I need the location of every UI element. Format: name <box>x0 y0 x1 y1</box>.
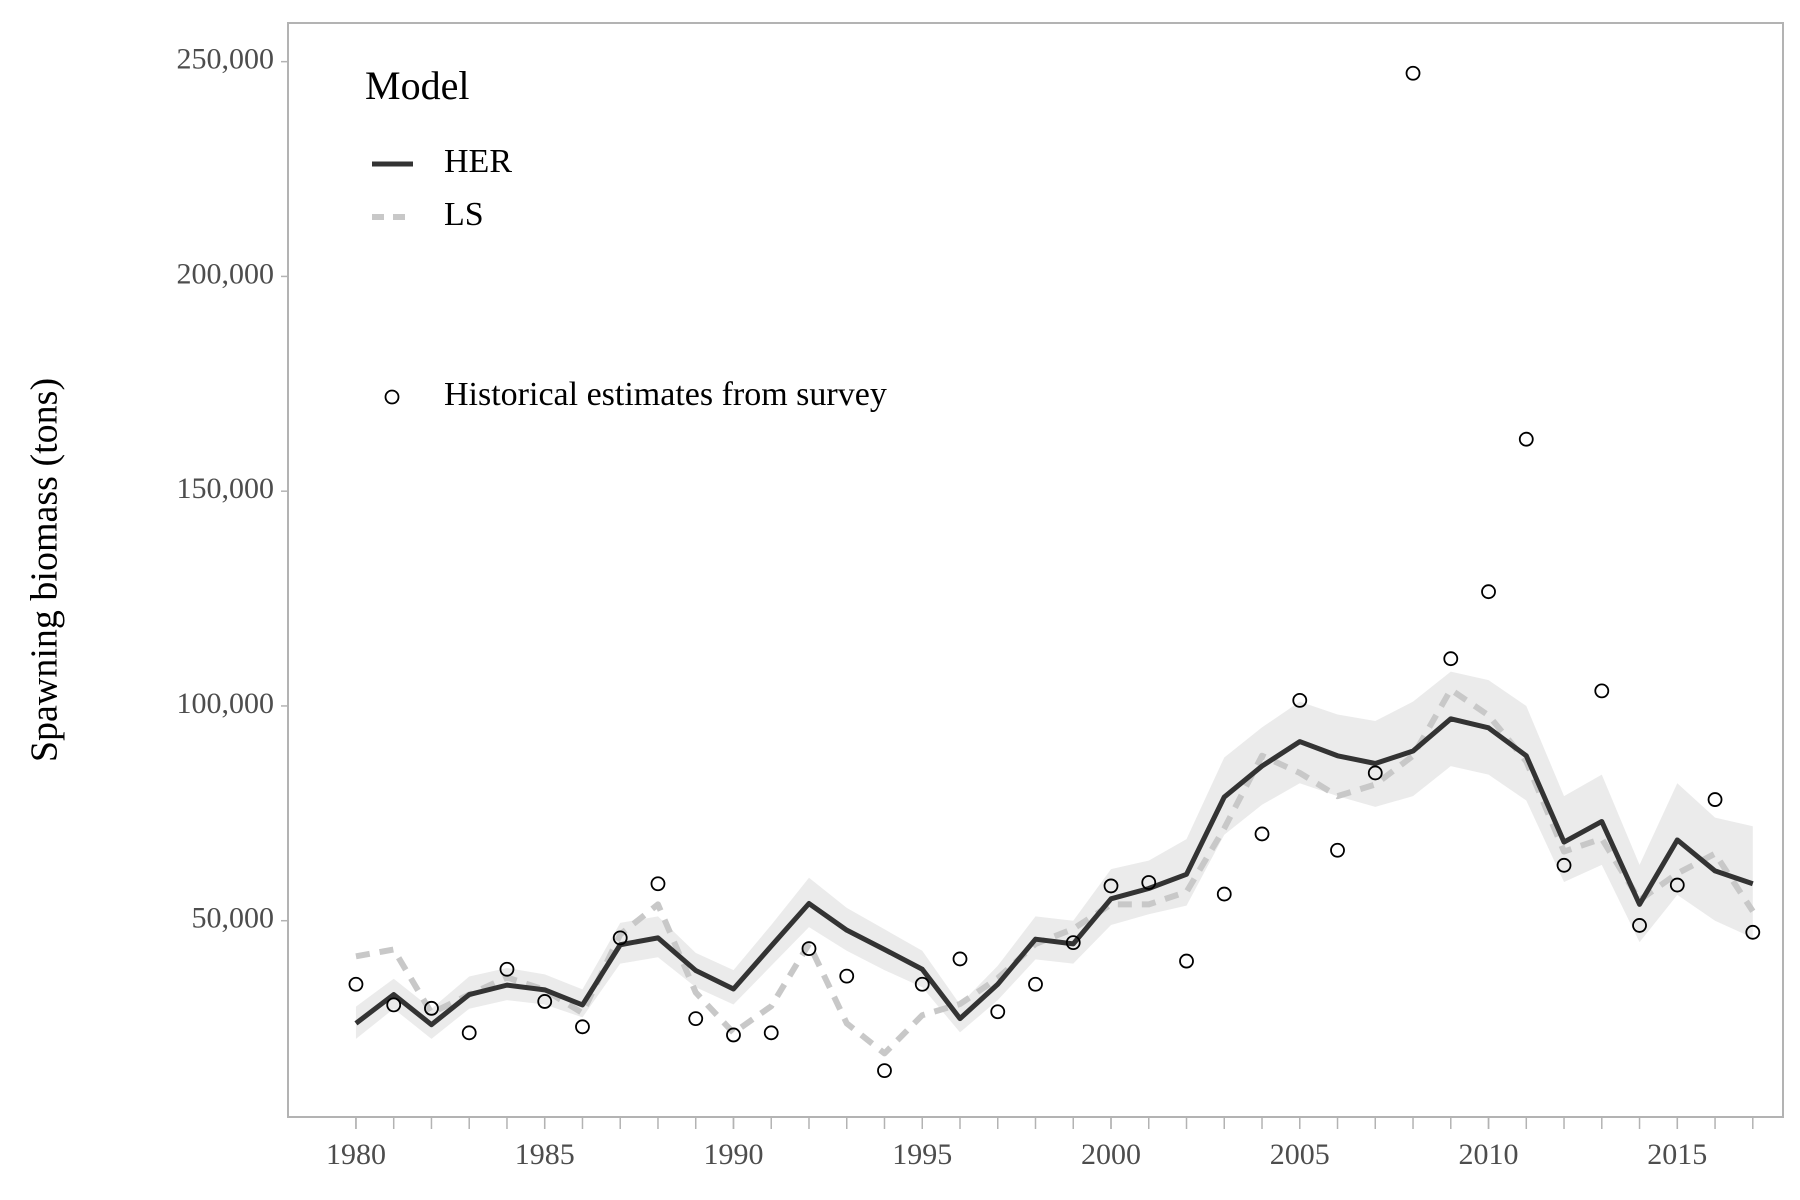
survey-point <box>386 997 402 1013</box>
legend-label: HER <box>444 143 512 180</box>
y-tick-label: 50,000 <box>192 902 275 935</box>
survey-point <box>1141 875 1157 890</box>
legend-swatch <box>384 389 400 405</box>
legend-title: Model <box>365 63 469 108</box>
survey-point <box>914 976 930 992</box>
x-tick-label: 1995 <box>892 1138 952 1171</box>
survey-point <box>1179 953 1194 969</box>
survey-point <box>1028 976 1043 992</box>
survey-point <box>1443 651 1459 667</box>
survey-point <box>348 976 364 992</box>
y-tick-label: 200,000 <box>177 257 275 290</box>
survey-point <box>877 1063 892 1079</box>
survey-point <box>1330 842 1345 858</box>
survey-point <box>1481 584 1496 600</box>
survey-point <box>952 951 968 967</box>
survey-point <box>763 1025 779 1041</box>
survey-point <box>650 876 666 892</box>
x-tick-label: 2000 <box>1081 1138 1141 1171</box>
survey-point <box>1632 918 1647 933</box>
legend-label: Historical estimates from survey <box>444 376 887 413</box>
survey-point <box>461 1025 477 1041</box>
y-axis-title: Spawning biomass (tons) <box>24 378 66 762</box>
x-tick-label: 1990 <box>703 1138 763 1171</box>
series-line <box>354 716 1754 1028</box>
plot-frame <box>287 22 1784 1118</box>
survey-point <box>1103 878 1119 894</box>
survey-point <box>1367 765 1383 781</box>
survey-point <box>1594 683 1610 699</box>
x-tick-label: 2015 <box>1647 1138 1707 1171</box>
survey-point <box>1254 826 1270 842</box>
y-tick-label: 150,000 <box>177 472 275 505</box>
survey-point <box>1556 857 1572 873</box>
survey-point <box>499 961 515 977</box>
y-tick-label: 250,000 <box>177 43 275 76</box>
survey-point <box>1707 792 1723 807</box>
y-tick-label: 100,000 <box>177 687 275 720</box>
survey-point <box>537 994 553 1009</box>
survey-point <box>726 1027 741 1043</box>
survey-point <box>1292 692 1308 708</box>
survey-point <box>839 968 855 984</box>
survey-point <box>1065 935 1081 951</box>
x-tick-label: 2005 <box>1270 1138 1330 1171</box>
survey-point <box>424 1000 439 1016</box>
survey-point <box>990 1004 1006 1020</box>
survey-point <box>612 930 628 946</box>
survey-point <box>1216 886 1232 902</box>
survey-point <box>575 1019 590 1035</box>
survey-point <box>1669 877 1685 893</box>
x-tick-label: 1980 <box>326 1138 386 1171</box>
x-tick-label: 1985 <box>515 1138 575 1171</box>
survey-point <box>1745 924 1761 940</box>
survey-point <box>1405 65 1421 81</box>
survey-point <box>688 1011 704 1027</box>
survey-point <box>801 941 817 957</box>
series-line <box>355 686 1756 1057</box>
survey-point <box>1518 431 1534 447</box>
legend-label: LS <box>444 196 484 233</box>
x-tick-label: 2010 <box>1459 1138 1519 1171</box>
